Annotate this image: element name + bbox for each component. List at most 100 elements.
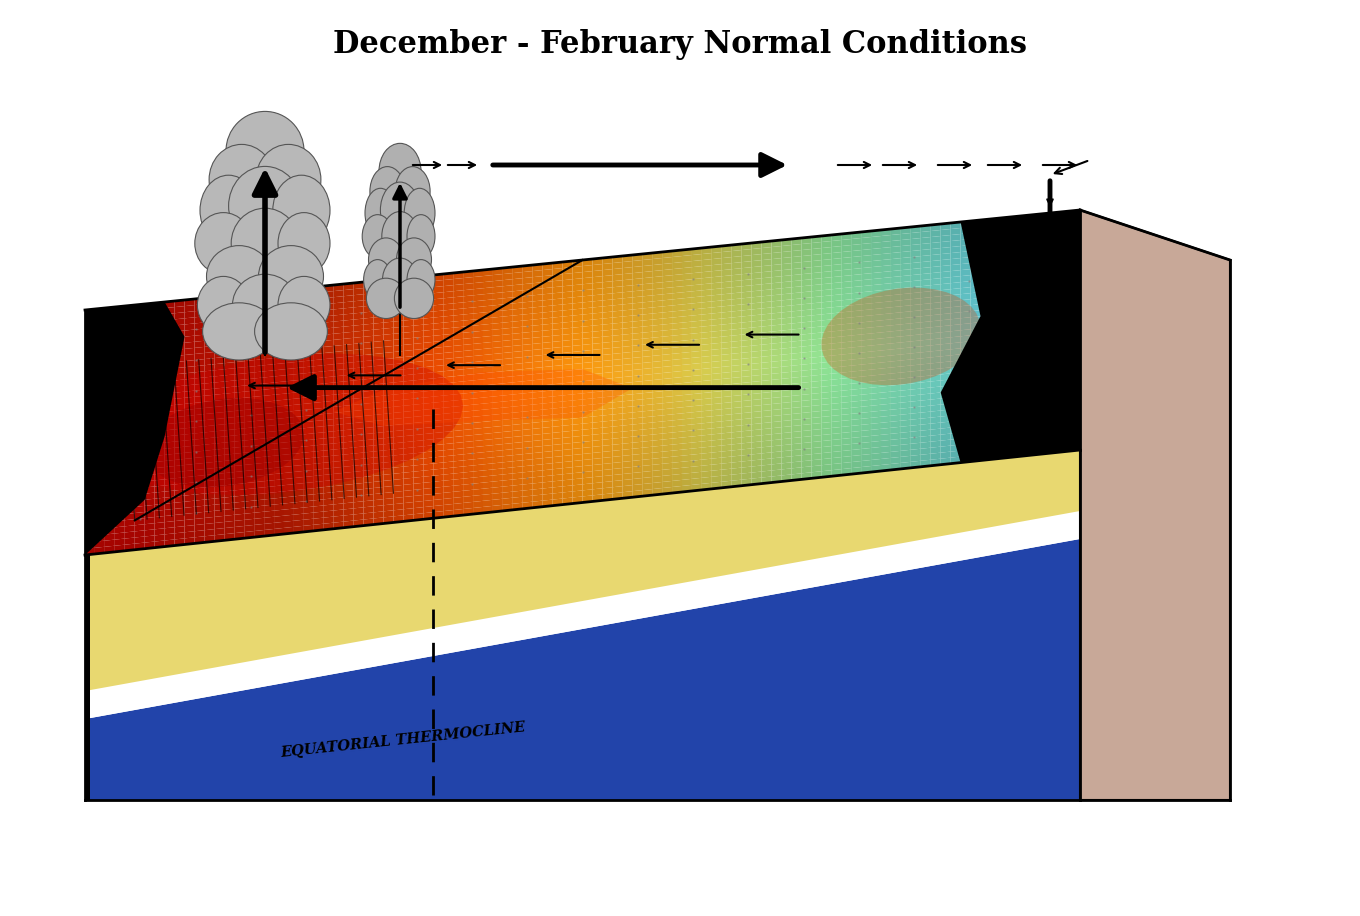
Polygon shape (1001, 373, 1010, 380)
Polygon shape (722, 378, 732, 385)
Polygon shape (105, 540, 114, 547)
Polygon shape (981, 231, 990, 238)
Polygon shape (741, 424, 752, 431)
Polygon shape (602, 288, 612, 294)
Polygon shape (722, 281, 732, 289)
Polygon shape (434, 335, 443, 342)
Polygon shape (245, 463, 254, 471)
Polygon shape (254, 512, 264, 518)
Polygon shape (314, 426, 324, 433)
Polygon shape (294, 379, 303, 387)
Polygon shape (662, 275, 672, 282)
Polygon shape (960, 389, 971, 397)
Polygon shape (1010, 384, 1020, 391)
Polygon shape (692, 351, 702, 358)
Polygon shape (930, 314, 941, 322)
Polygon shape (294, 288, 303, 295)
Polygon shape (582, 441, 593, 448)
Polygon shape (464, 332, 473, 339)
Polygon shape (254, 396, 264, 403)
Polygon shape (702, 459, 711, 465)
Polygon shape (870, 344, 881, 352)
Polygon shape (114, 410, 125, 417)
Polygon shape (653, 446, 662, 453)
Polygon shape (900, 450, 911, 457)
Polygon shape (393, 431, 404, 437)
Polygon shape (324, 388, 333, 396)
Polygon shape (861, 418, 870, 425)
Polygon shape (662, 481, 672, 488)
Polygon shape (573, 302, 582, 310)
Polygon shape (881, 332, 891, 338)
Polygon shape (513, 460, 522, 467)
Polygon shape (125, 464, 135, 471)
Polygon shape (114, 465, 125, 473)
Ellipse shape (397, 238, 431, 281)
Polygon shape (314, 506, 324, 513)
Polygon shape (981, 345, 990, 353)
Polygon shape (264, 505, 275, 512)
Polygon shape (1040, 243, 1050, 250)
Polygon shape (1001, 452, 1010, 458)
Polygon shape (741, 261, 752, 268)
Polygon shape (722, 342, 732, 349)
Polygon shape (84, 388, 95, 396)
Polygon shape (503, 352, 513, 359)
Polygon shape (900, 288, 911, 294)
Polygon shape (543, 445, 552, 453)
Polygon shape (215, 314, 224, 322)
Polygon shape (125, 342, 135, 349)
Polygon shape (384, 340, 393, 347)
Polygon shape (801, 442, 812, 449)
Polygon shape (722, 414, 732, 421)
Polygon shape (981, 310, 990, 316)
Polygon shape (194, 311, 204, 317)
Polygon shape (911, 328, 921, 335)
Polygon shape (533, 300, 543, 308)
Polygon shape (522, 320, 533, 327)
Polygon shape (245, 500, 254, 507)
Polygon shape (1010, 306, 1020, 313)
Polygon shape (284, 478, 294, 485)
Polygon shape (960, 354, 971, 360)
Polygon shape (1070, 372, 1080, 379)
Polygon shape (125, 501, 135, 508)
Polygon shape (354, 312, 363, 320)
Polygon shape (404, 490, 413, 497)
Polygon shape (573, 448, 582, 455)
Polygon shape (1070, 402, 1080, 409)
Polygon shape (593, 319, 602, 326)
Polygon shape (623, 394, 632, 401)
Polygon shape (194, 469, 204, 476)
Polygon shape (234, 496, 245, 503)
Polygon shape (861, 298, 870, 304)
Polygon shape (951, 240, 960, 247)
Polygon shape (782, 269, 792, 277)
Polygon shape (632, 484, 642, 491)
Polygon shape (204, 480, 215, 487)
Ellipse shape (197, 277, 249, 333)
Polygon shape (215, 406, 224, 413)
Polygon shape (990, 344, 1001, 351)
Polygon shape (1040, 225, 1050, 232)
Polygon shape (930, 333, 941, 339)
Polygon shape (921, 376, 930, 383)
Polygon shape (870, 393, 881, 399)
Polygon shape (413, 312, 423, 320)
Polygon shape (911, 412, 921, 420)
Polygon shape (95, 400, 105, 407)
Polygon shape (522, 344, 533, 351)
Polygon shape (711, 289, 722, 295)
Polygon shape (423, 281, 434, 289)
Polygon shape (284, 356, 294, 364)
Polygon shape (294, 526, 303, 533)
Polygon shape (125, 538, 135, 545)
Polygon shape (821, 332, 831, 339)
Polygon shape (473, 476, 483, 484)
Polygon shape (503, 400, 513, 408)
Polygon shape (245, 440, 254, 447)
Polygon shape (224, 423, 234, 431)
Polygon shape (503, 310, 513, 317)
Polygon shape (483, 288, 492, 294)
Polygon shape (711, 391, 722, 398)
